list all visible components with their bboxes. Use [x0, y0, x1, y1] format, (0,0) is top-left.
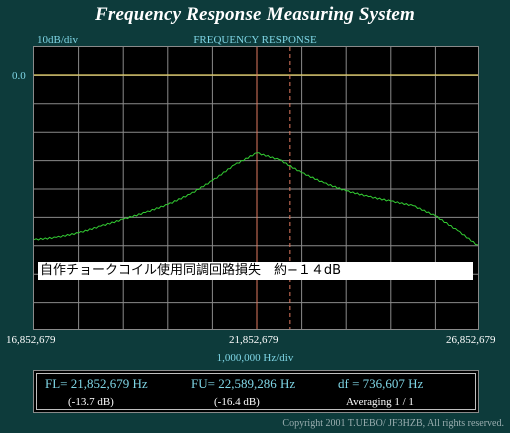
averaging-readout: Averaging 1 / 1	[346, 396, 414, 408]
response-trace	[34, 152, 478, 246]
app-title: Frequency Response Measuring System	[95, 4, 415, 25]
fu-readout: FU= 22,589,286 Hz	[191, 376, 296, 391]
response-plot[interactable]: 自作チョークコイル使用同調回路損失 約−１４dB	[33, 46, 479, 330]
annotation-text: 自作チョークコイル使用同調回路損失 約−１４dB	[38, 262, 473, 280]
span-per-div-label: 1,000,000 Hz/div	[216, 352, 294, 364]
plot-canvas	[34, 47, 478, 329]
stop-frequency-label: 26,852,679	[446, 334, 496, 346]
scale-label: 10dB/div	[37, 34, 78, 46]
start-frequency-label: 16,852,679	[6, 334, 56, 346]
fl-readout: FL= 21,852,679 Hz	[45, 376, 148, 391]
reference-level-label: 0.0	[12, 70, 26, 82]
readout-frame	[36, 373, 476, 410]
plot-title: FREQUENCY RESPONSE	[193, 34, 317, 46]
fl-db-readout: (-13.7 dB)	[68, 396, 114, 408]
fu-db-readout: (-16.4 dB)	[214, 396, 260, 408]
center-frequency-label: 21,852,679	[229, 334, 279, 346]
df-readout: df = 736,607 Hz	[338, 376, 424, 391]
marker-readout-panel: FL= 21,852,679 Hz (-13.7 dB) FU= 22,589,…	[33, 370, 479, 413]
copyright-notice: Copyright 2001 T.UEBO/ JF3HZB, All right…	[282, 418, 504, 429]
